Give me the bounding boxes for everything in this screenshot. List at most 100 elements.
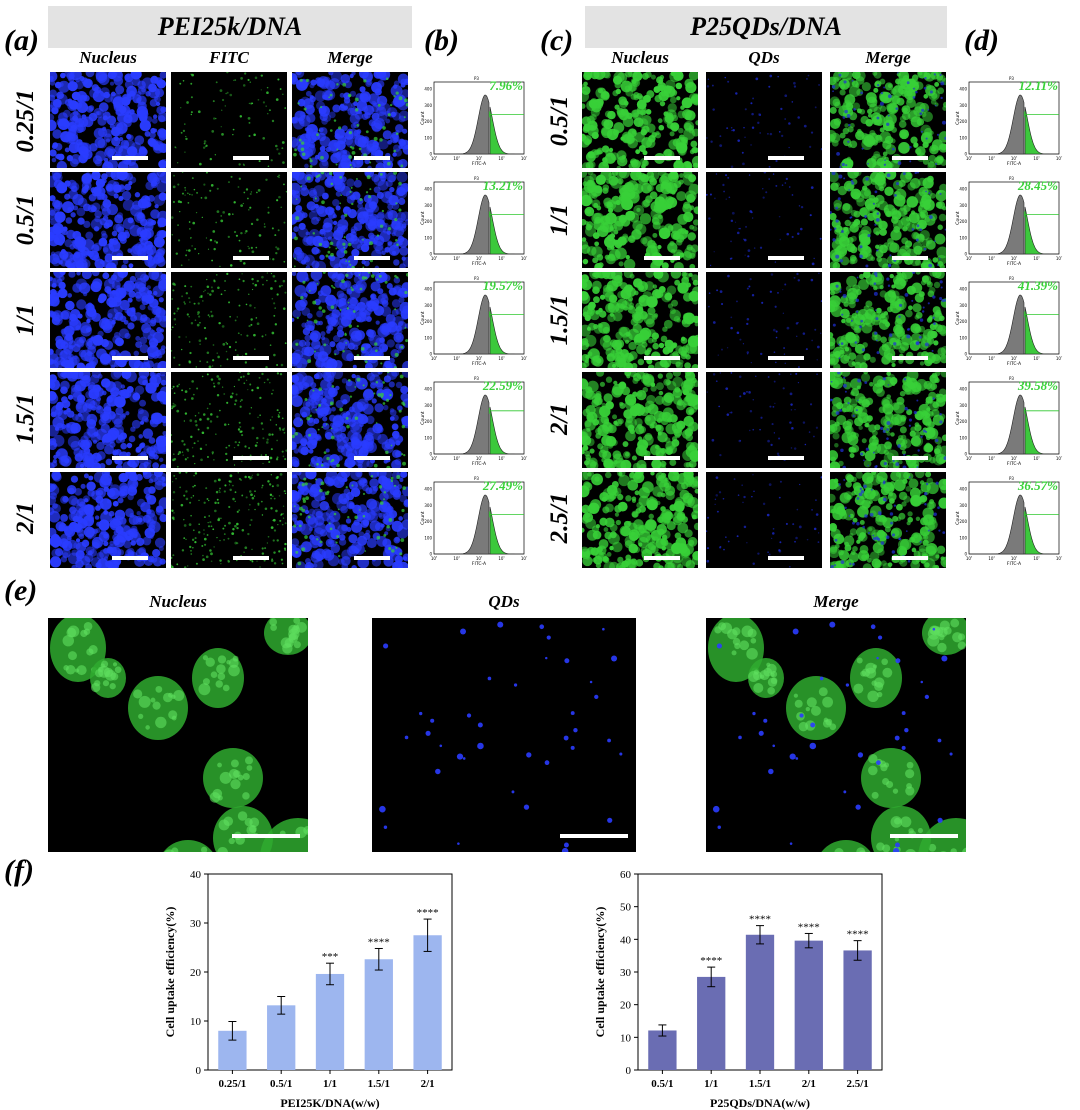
y-tick-label: 300 bbox=[959, 403, 967, 408]
x-tick-label: 10⁵ bbox=[1011, 356, 1018, 362]
gate-label: P3 bbox=[1009, 76, 1014, 81]
x-axis-label: FITC-A bbox=[472, 461, 487, 467]
bar-pei bbox=[315, 973, 345, 1070]
scale-bar bbox=[354, 156, 390, 160]
x-tick-label: 10⁷ bbox=[521, 256, 528, 262]
scale-bar bbox=[354, 356, 390, 360]
y-tick-label: 200 bbox=[959, 219, 967, 224]
y-tick-label: 30 bbox=[620, 967, 632, 979]
gated-percent: 27.49% bbox=[482, 478, 523, 493]
col-label-nucleus-c: Nucleus bbox=[611, 48, 669, 67]
y-tick-label: 200 bbox=[959, 319, 967, 324]
x-axis-label: FITC-A bbox=[1007, 361, 1022, 367]
scale-bar bbox=[112, 556, 148, 560]
merge-image-c-3 bbox=[830, 372, 946, 468]
scale-bar bbox=[233, 156, 269, 160]
x-tick-label: 10⁷ bbox=[521, 456, 528, 462]
x-tick-label: 10⁵ bbox=[476, 456, 483, 462]
x-tick-label: 10⁴ bbox=[988, 456, 995, 462]
scale-bar bbox=[768, 356, 804, 360]
row-label-a-2: 1/1 bbox=[12, 304, 39, 336]
scale-bar bbox=[233, 256, 269, 260]
y-tick-label: 100 bbox=[959, 135, 967, 140]
y-tick-label: 400 bbox=[424, 487, 432, 492]
histogram-b-1: P3 0 100 200 300 400 10³ 10⁴ 10⁵ 10⁶ 10⁷ FITC-A Coun… bbox=[420, 172, 528, 268]
y-tick-label: 10 bbox=[190, 1016, 202, 1028]
x-tick-label: 10⁵ bbox=[1011, 256, 1018, 262]
y-tick-label: 200 bbox=[424, 319, 432, 324]
merge-image-a-0 bbox=[292, 72, 408, 168]
y-tick-label: 300 bbox=[424, 503, 432, 508]
group-a-title: PEI25k/DNA bbox=[48, 6, 412, 48]
gated-percent: 19.57% bbox=[483, 278, 523, 293]
y-tick-label: 0 bbox=[429, 452, 432, 457]
y-tick-label: 400 bbox=[959, 487, 967, 492]
qds-image-e bbox=[372, 618, 636, 852]
x-tick-label: 10³ bbox=[431, 556, 438, 562]
x-tick-label: 10³ bbox=[966, 456, 973, 462]
x-axis-label: FITC-A bbox=[1007, 161, 1022, 167]
scale-bar bbox=[112, 156, 148, 160]
gated-percent: 41.39% bbox=[1017, 278, 1058, 293]
panel-d-label: (d) bbox=[964, 24, 999, 57]
merge-image-a-3 bbox=[292, 372, 408, 468]
x-tick-label: 10³ bbox=[966, 356, 973, 362]
x-tick-label: 10⁴ bbox=[453, 256, 460, 262]
nucleus-image-a-3 bbox=[50, 372, 166, 468]
scale-bar bbox=[233, 456, 269, 460]
y-tick-label: 200 bbox=[424, 219, 432, 224]
x-tick-label: 10⁷ bbox=[521, 156, 528, 162]
x-tick-label: 10⁶ bbox=[498, 556, 505, 562]
x-tick-label: 10⁵ bbox=[476, 556, 483, 562]
scale-bar bbox=[233, 556, 269, 560]
x-tick-label: 10⁶ bbox=[1033, 356, 1040, 362]
x-tick-label: 10³ bbox=[431, 156, 438, 162]
y-axis-label: Count bbox=[420, 311, 426, 325]
x-tick-label: 10⁶ bbox=[1033, 156, 1040, 162]
scale-bar bbox=[892, 156, 928, 160]
scale-bar bbox=[768, 456, 804, 460]
col-label-qds-e: QDs bbox=[488, 592, 520, 611]
fitc-image-a-0 bbox=[171, 72, 287, 168]
x-axis-label: FITC-A bbox=[472, 361, 487, 367]
y-tick-label: 0 bbox=[196, 1065, 202, 1077]
x-tick-label: 10⁵ bbox=[476, 156, 483, 162]
y-tick-label: 300 bbox=[424, 103, 432, 108]
y-tick-label: 200 bbox=[959, 119, 967, 124]
x-tick-label: 10⁵ bbox=[1011, 156, 1018, 162]
x-tick-label: 10⁷ bbox=[521, 356, 528, 362]
scale-bar bbox=[354, 556, 390, 560]
scale-bar bbox=[232, 834, 300, 838]
x-tick-label: 10⁷ bbox=[1056, 556, 1063, 562]
y-tick-label: 40 bbox=[190, 869, 202, 881]
gate-label: P3 bbox=[474, 76, 479, 81]
fitc-image-a-3 bbox=[171, 372, 287, 468]
x-tick-label: 10⁶ bbox=[498, 256, 505, 262]
y-tick-label: 40 bbox=[620, 934, 632, 946]
uptake-chart-p25qds: 0 10 20 30 40 50 60 0.5/1 **** 1/1 **** 1.5/1 **** 2/… bbox=[593, 869, 883, 1110]
significance-label: **** bbox=[700, 955, 722, 967]
y-tick-label: 0 bbox=[626, 1065, 632, 1077]
y-tick-label: 100 bbox=[959, 535, 967, 540]
y-axis-label: Count bbox=[420, 211, 426, 225]
x-tick-label: 10⁴ bbox=[988, 556, 995, 562]
y-tick-label: 300 bbox=[424, 403, 432, 408]
panel-c-label: (c) bbox=[540, 24, 574, 57]
bar-p25qds bbox=[843, 950, 872, 1070]
x-tick-label: 0.5/1 bbox=[270, 1078, 292, 1090]
x-tick-label: 10³ bbox=[431, 256, 438, 262]
col-label-fitc-a: FITC bbox=[209, 48, 249, 67]
x-tick-label: 2.5/1 bbox=[846, 1078, 868, 1090]
y-tick-label: 20 bbox=[190, 967, 202, 979]
panel-e-label: (e) bbox=[4, 574, 38, 607]
y-axis-label: Count bbox=[420, 111, 426, 125]
gated-percent: 22.59% bbox=[482, 378, 523, 393]
x-tick-label: 10⁶ bbox=[1033, 256, 1040, 262]
panel-a-label: (a) bbox=[4, 24, 39, 57]
x-tick-label: 10⁶ bbox=[1033, 556, 1040, 562]
nucleus-image-a-4 bbox=[50, 472, 166, 568]
histogram-d-1: P3 0 100 200 300 400 10³ 10⁴ 10⁵ 10⁶ 10⁷ FITC-A Coun… bbox=[955, 172, 1063, 268]
gated-percent: 28.45% bbox=[1017, 178, 1058, 193]
y-axis-label: Count bbox=[955, 411, 961, 425]
row-label-c-3: 2/1 bbox=[546, 403, 573, 435]
